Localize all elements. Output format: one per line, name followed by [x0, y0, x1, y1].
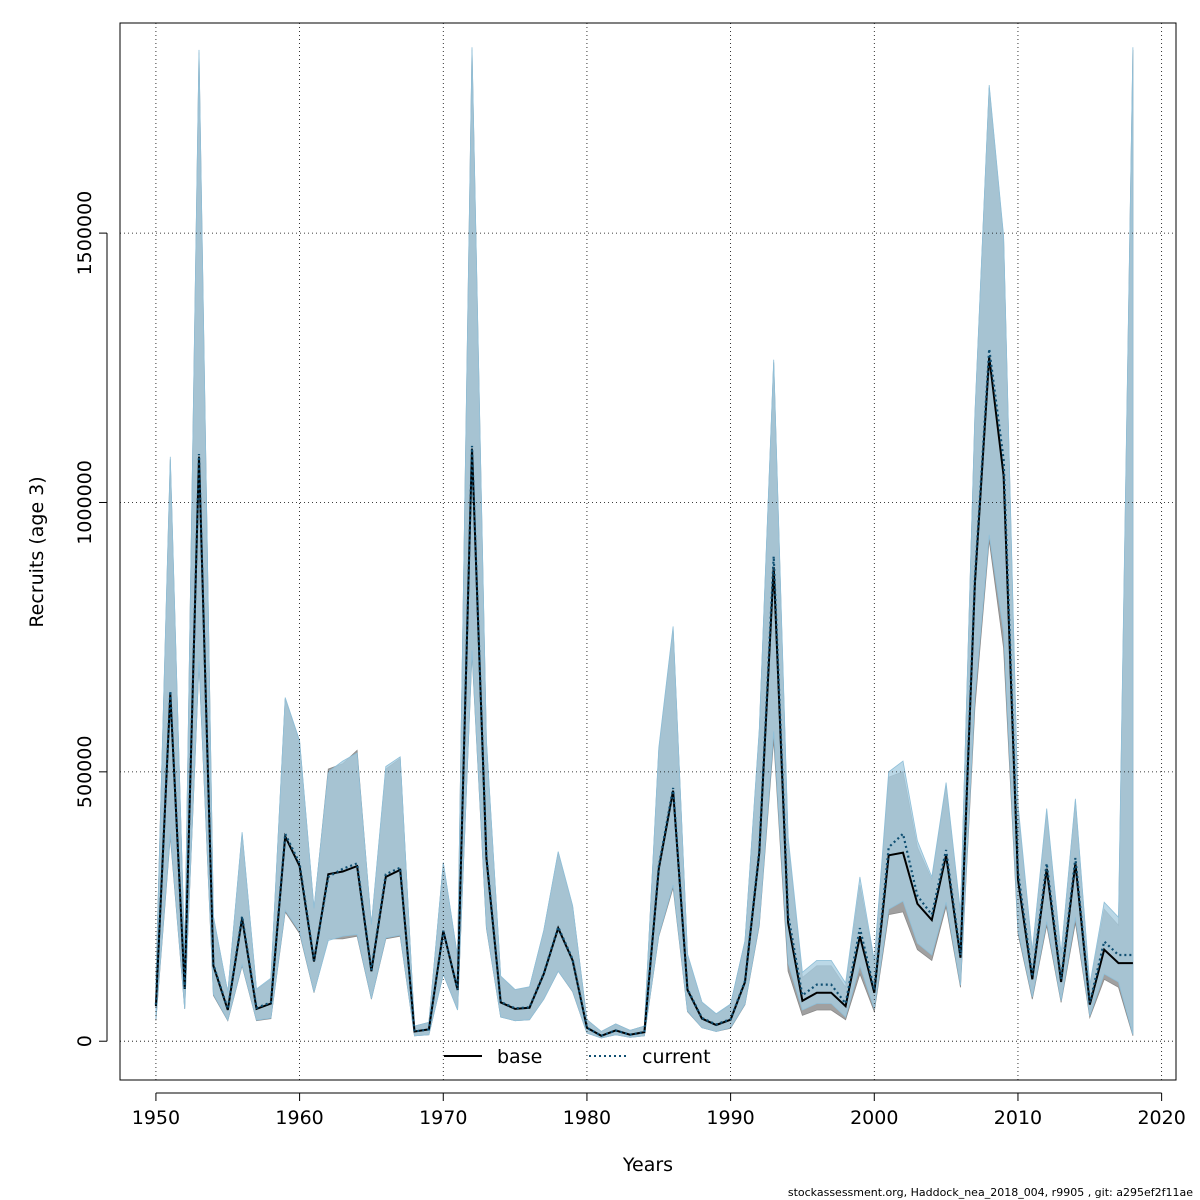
y-tick-label-0: 0 — [74, 1035, 96, 1047]
y-tick-label-1500000: 1500000 — [74, 191, 96, 276]
y-axis: 0 500000 1000000 1500000 — [74, 191, 108, 1047]
plot-frame — [119, 22, 1177, 1081]
legend-current-label: current — [642, 1046, 711, 1068]
x-tick-label-1980: 1980 — [563, 1107, 611, 1129]
x-tick-label-1990: 1990 — [706, 1107, 754, 1129]
legend-base-label: base — [497, 1046, 542, 1068]
x-tick-label-1970: 1970 — [419, 1107, 467, 1129]
x-axis: 1950 1960 1970 1980 1990 2000 2010 2020 — [132, 1092, 1186, 1129]
x-tick-label-2000: 2000 — [850, 1107, 898, 1129]
grid — [120, 23, 1176, 1080]
x-axis-label: Years — [622, 1154, 673, 1176]
y-tick-label-1000000: 1000000 — [74, 460, 96, 545]
footer-credit: stockassessment.org, Haddock_nea_2018_00… — [788, 1186, 1193, 1199]
legend: base current — [444, 1046, 711, 1068]
y-axis-label: Recruits (age 3) — [26, 476, 48, 627]
x-tick-label-2020: 2020 — [1137, 1107, 1185, 1129]
y-tick-label-500000: 500000 — [74, 736, 96, 809]
band-current — [155, 47, 1134, 1039]
x-tick-label-2010: 2010 — [994, 1107, 1042, 1129]
x-tick-label-1960: 1960 — [275, 1107, 323, 1129]
series-lines — [154, 348, 1133, 1038]
line-base — [154, 356, 1133, 1037]
confidence-bands — [155, 47, 1134, 1039]
x-tick-label-1950: 1950 — [132, 1107, 180, 1129]
